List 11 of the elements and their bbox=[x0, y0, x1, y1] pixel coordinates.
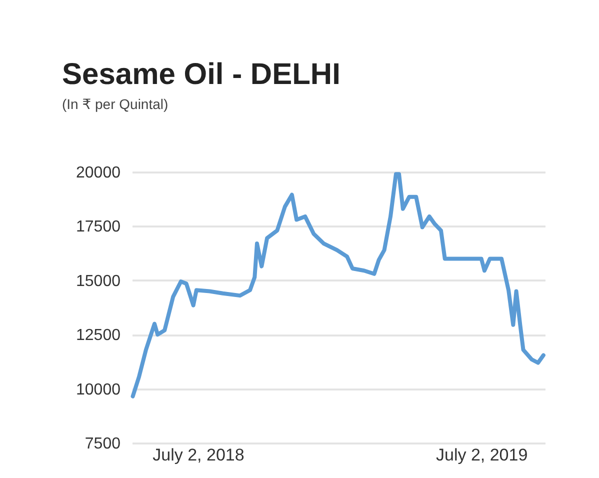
y-tick-label: 15000 bbox=[76, 272, 121, 290]
y-tick-label: 20000 bbox=[76, 164, 121, 182]
line-series bbox=[130, 172, 546, 398]
x-tick-label: July 2, 2019 bbox=[436, 446, 528, 464]
y-tick-label: 12500 bbox=[76, 327, 121, 344]
x-tick-label: July 2, 2018 bbox=[152, 446, 244, 464]
y-tick-label: 7500 bbox=[84, 436, 121, 452]
y-tick-label: 17500 bbox=[76, 218, 121, 236]
y-tick-label: 10000 bbox=[76, 381, 121, 398]
chart-title: Sesame Oil - DELHI bbox=[62, 58, 340, 91]
chart-subtitle: (In ₹ per Quintal) bbox=[62, 96, 168, 112]
